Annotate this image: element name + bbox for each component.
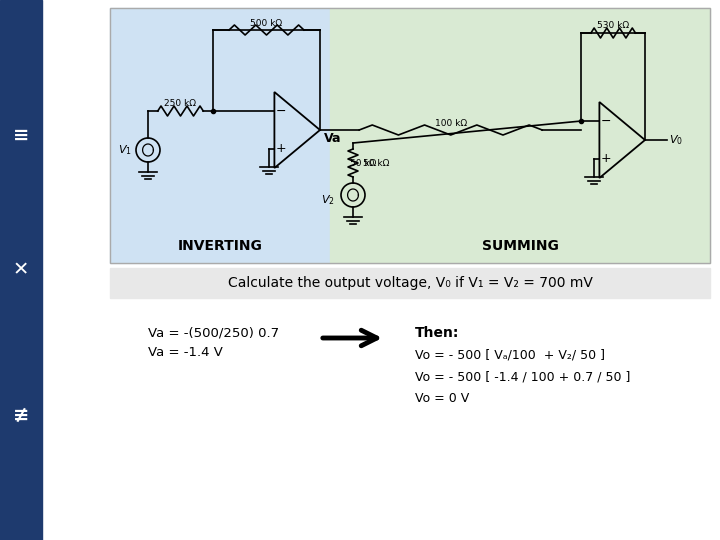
Text: Vo = - 500 [ -1.4 / 100 + 0.7 / 50 ]: Vo = - 500 [ -1.4 / 100 + 0.7 / 50 ] xyxy=(415,370,631,383)
Text: $V_0$: $V_0$ xyxy=(669,133,683,147)
Text: Vo = 0 V: Vo = 0 V xyxy=(415,392,469,405)
Text: Va = -1.4 V: Va = -1.4 V xyxy=(148,346,223,359)
Text: +: + xyxy=(601,152,612,165)
Text: 250 kΩ: 250 kΩ xyxy=(164,99,197,109)
Text: ≡: ≡ xyxy=(13,125,30,145)
Text: 100 kΩ: 100 kΩ xyxy=(435,118,467,127)
Text: SUMMING: SUMMING xyxy=(482,239,559,253)
Bar xyxy=(110,8,330,263)
Text: Vo = - 500 [ Vₐ/100  + V₂/ 50 ]: Vo = - 500 [ Vₐ/100 + V₂/ 50 ] xyxy=(415,348,605,361)
Text: Then:: Then: xyxy=(415,326,459,340)
Bar xyxy=(110,268,710,298)
Text: 50 kΩ: 50 kΩ xyxy=(350,159,376,167)
Bar xyxy=(110,8,710,263)
Text: Calculate the output voltage, V₀ if V₁ = V₂ = 700 mV: Calculate the output voltage, V₀ if V₁ =… xyxy=(228,276,593,290)
Text: +: + xyxy=(276,143,287,156)
Text: Va: Va xyxy=(324,132,341,145)
Text: $V_2$: $V_2$ xyxy=(321,193,335,207)
Bar xyxy=(330,8,710,263)
Text: ≢: ≢ xyxy=(13,406,30,426)
Text: ✕: ✕ xyxy=(13,260,30,280)
Text: −: − xyxy=(601,114,612,127)
Text: −: − xyxy=(276,105,287,118)
Text: 530 kΩ: 530 kΩ xyxy=(597,22,629,30)
Bar xyxy=(0,0,42,540)
Text: Va = -(500/250) 0.7: Va = -(500/250) 0.7 xyxy=(148,326,279,339)
Text: 50 kΩ: 50 kΩ xyxy=(363,159,390,167)
Text: 500 kΩ: 500 kΩ xyxy=(251,18,282,28)
Text: $V_1$: $V_1$ xyxy=(118,143,132,157)
Text: INVERTING: INVERTING xyxy=(178,239,262,253)
